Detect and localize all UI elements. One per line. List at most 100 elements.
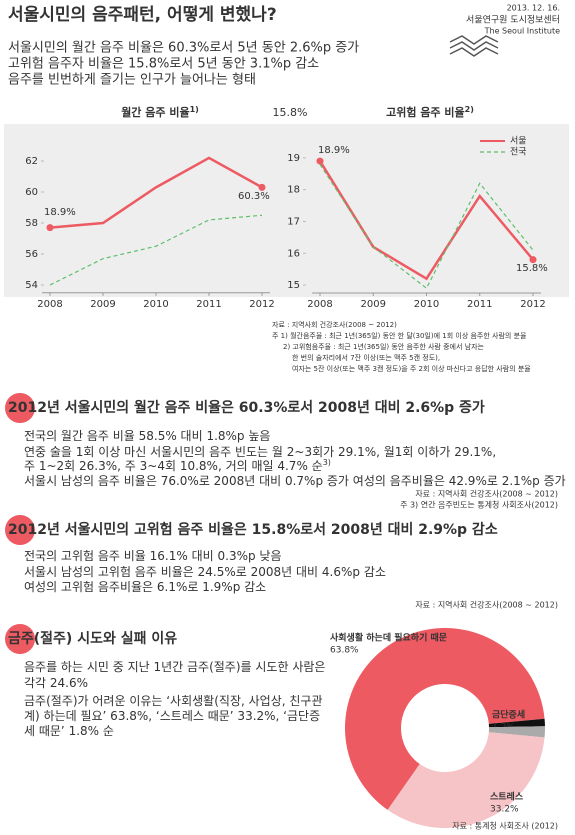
slice-value: 63.8% (330, 646, 359, 656)
section-text-line: 연중 술을 1회 이상 마신 서울시민의 음주 빈도는 월 2~3회가 29.1… (24, 445, 496, 459)
section-text-line: 서울시 남성의 고위험 음주 비율은 24.5%로 2008년 대비 4.6%p… (24, 565, 386, 579)
slice-label: 금단증세 (492, 709, 525, 721)
y-tick-label: 60 (25, 187, 38, 198)
chart-note: 한 번의 술자리에서 7잔 이상(또는 맥주 5캔 정도), (292, 353, 440, 362)
slice-value: 33.2% (490, 805, 519, 815)
section-text: 주 1~2회 26.3%, 주 3~4회 10.8%, 거의 매일 4.7% 순… (24, 458, 331, 473)
x-tick-label: 2012 (249, 299, 274, 310)
section-text-line: 여성의 고위험 음주비율은 6.1%로 1.9%p 감소 (24, 580, 266, 594)
heading-dot (5, 515, 35, 545)
summary-line: 서울시민의 월간 음주 비율은 60.3%로서 5년 동안 2.6%p 증가 (8, 41, 359, 56)
x-tick-label: 2009 (90, 299, 115, 310)
section-heading: 2012년 서울시민의 월간 음주 비율은 60.3%로서 2008년 대비 2… (8, 399, 485, 416)
chart-title: 월간 음주 비율1) (121, 105, 199, 120)
x-tick-label: 2010 (414, 299, 439, 310)
chart-title-text: 고위험 음주 비율 (386, 105, 465, 119)
end-marker (529, 256, 537, 264)
donut-slice (488, 726, 545, 738)
y-tick-label: 56 (25, 249, 38, 260)
source: 자료 : 지역사회 건강조사(2008 ~ 2012) (415, 600, 558, 610)
annotation: 18.9% (44, 207, 76, 218)
x-tick-label: 2008 (37, 299, 62, 310)
chart-title-text: 월간 음주 비율 (121, 105, 189, 119)
series-line (49, 156, 263, 229)
section-text-line: 세 때문’ 1.8% 순 (24, 724, 114, 738)
legend-label: 전국 (510, 147, 527, 158)
series-line (319, 163, 534, 290)
heading-dot (5, 624, 35, 654)
y-tick-label: 16 (287, 248, 300, 259)
donut-slice (488, 718, 545, 728)
x-tick-label: 2011 (467, 299, 492, 310)
end-marker (258, 183, 266, 191)
annotation: 15.8% (516, 263, 548, 274)
section-text-line: 전국의 고위험 음주 비율 16.1% 대비 0.3%p 낮음 (24, 549, 282, 563)
section-text-line: 서울시 남성의 음주 비율은 76.0%로 2008년 대비 0.7%p 증가 … (24, 474, 566, 488)
section-text-line: 전국의 월간 음주 비율 58.5% 대비 1.8%p 높음 (24, 429, 270, 443)
y-tick-label: 17 (287, 216, 300, 227)
section-text: 금주(절주)가 어려운 이유는 ‘사회생활(직장, 사업상, 친구관 (24, 694, 322, 708)
section-text: 서울시 남성의 고위험 음주 비율은 24.5%로 2008년 대비 4.6%p… (24, 565, 386, 579)
slice-label: 사회생활 하는데 필요하기 때문 (330, 632, 447, 644)
section-heading: 금주(절주) 시도와 실패 이유 (8, 630, 177, 647)
summary-line: 고위험 음주자 비율은 15.8%로서 5년 동안 3.1%p 감소 (8, 57, 319, 72)
section-text: 연중 술을 1회 이상 마신 서울시민의 음주 빈도는 월 2~3회가 29.1… (24, 445, 496, 459)
end-marker (46, 224, 54, 232)
section-text: 계) 하는데 필요’ 63.8%, ‘스트레스 때문’ 33.2%, ‘금단증 (24, 709, 320, 723)
logo (449, 35, 499, 57)
chart-note: 주 1) 월간음주율 : 최근 1년(365일) 동안 한 달(30일)에 1회… (272, 331, 527, 340)
chart-note: 자료 : 지역사회 건강조사(2008 ~ 2012) (272, 320, 397, 329)
chart-title-note: 2) (465, 105, 474, 114)
donut-slice (345, 628, 545, 810)
annotation: 18.9% (318, 145, 350, 156)
section-text: 세 때문’ 1.8% 순 (24, 724, 114, 738)
summary-line: 음주를 빈번하게 즐기는 인구가 늘어나는 형태 (8, 73, 256, 88)
floating-label: 15.8% (273, 106, 308, 119)
section-text: 음주를 하는 시민 중 지난 1년간 금주(절주)를 시도한 사람은 (24, 660, 325, 674)
chart-note: 2) 고위험음주율 : 최근 1년(365일) 동안 음주한 사람 중에서 남자… (283, 342, 485, 351)
donut-slice (387, 732, 545, 828)
org: 서울연구원 도시정보센터 (466, 15, 560, 26)
source: 주 3) 연간 음주빈도는 통계청 사회조사(2012) (400, 500, 558, 510)
section-text-line: 음주를 하는 시민 중 지난 1년간 금주(절주)를 시도한 사람은 (24, 660, 325, 674)
y-tick-label: 58 (25, 218, 38, 229)
section-text: 여성의 고위험 음주비율은 6.1%로 1.9%p 감소 (24, 580, 266, 594)
x-tick-label: 2008 (307, 299, 332, 310)
org-en: The Seoul Institute (484, 27, 560, 36)
chart-panel (4, 124, 569, 297)
section-text-line: 금주(절주)가 어려운 이유는 ‘사회생활(직장, 사업상, 친구관 (24, 694, 322, 708)
end-marker (316, 157, 324, 165)
annotation: 60.3% (238, 191, 270, 202)
section-text-note: 3) (323, 458, 331, 467)
y-tick-label: 54 (25, 280, 38, 291)
section-text: 전국의 월간 음주 비율 58.5% 대비 1.8%p 높음 (24, 429, 270, 443)
section-heading: 2012년 서울시민의 고위험 음주 비율은 15.8%로서 2008년 대비 … (8, 521, 498, 538)
section-text-line: 각각 24.6% (24, 676, 88, 690)
section-text: 전국의 고위험 음주 비율 16.1% 대비 0.3%p 낮음 (24, 549, 282, 563)
chart-title: 고위험 음주 비율2) (386, 105, 474, 120)
chart-title-note: 1) (190, 105, 199, 114)
series-line (49, 214, 263, 286)
x-tick-label: 2011 (196, 299, 221, 310)
y-tick-label: 18 (287, 185, 300, 196)
y-tick-label: 19 (287, 153, 300, 164)
y-tick-label: 62 (25, 156, 38, 167)
section-text: 각각 24.6% (24, 676, 88, 690)
section-text-line: 계) 하는데 필요’ 63.8%, ‘스트레스 때문’ 33.2%, ‘금단증 (24, 709, 320, 723)
page-title: 서울시민의 음주패턴, 어떻게 변했나? (8, 4, 277, 25)
x-tick-label: 2012 (520, 299, 545, 310)
legend-label: 서울 (510, 136, 527, 147)
y-tick-label: 15 (287, 280, 300, 291)
section-text-line: 주 1~2회 26.3%, 주 3~4회 10.8%, 거의 매일 4.7% 순 (24, 459, 323, 473)
section-text: 서울시 남성의 음주 비율은 76.0%로 2008년 대비 0.7%p 증가 … (24, 474, 566, 488)
x-tick-label: 2010 (143, 299, 168, 310)
date: 2013. 12. 16. (507, 4, 560, 13)
chart-note: 여자는 5잔 이상(또는 맥주 3캔 정도)을 주 2회 이상 마신다고 응답한… (292, 364, 531, 373)
heading-dot (5, 393, 35, 423)
source: 자료 : 통계청 사회조사 (2012) (452, 821, 558, 831)
x-tick-label: 2009 (361, 299, 386, 310)
source: 자료 : 지역사회 건강조사(2008 ~ 2012) (415, 489, 558, 499)
slice-label: 스트레스 (490, 791, 524, 803)
